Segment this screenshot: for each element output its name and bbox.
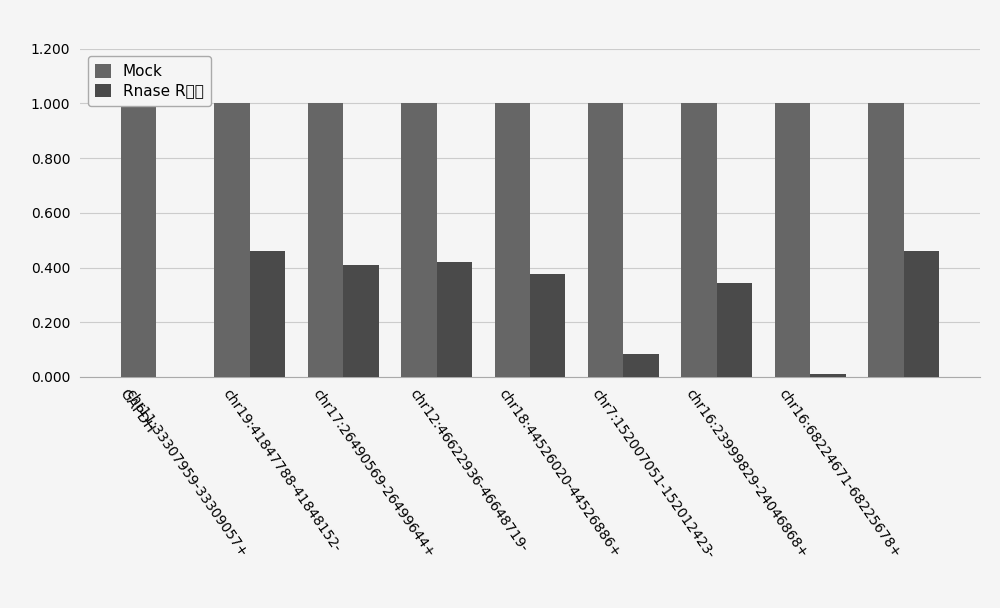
Bar bbox=[214, 103, 250, 377]
Bar bbox=[121, 103, 156, 377]
Bar bbox=[437, 262, 472, 377]
Bar bbox=[810, 374, 846, 377]
Bar bbox=[717, 283, 752, 377]
Bar bbox=[775, 103, 810, 377]
Bar bbox=[681, 103, 717, 377]
Bar bbox=[623, 354, 659, 377]
Bar bbox=[868, 103, 904, 377]
Bar bbox=[343, 265, 379, 377]
Bar bbox=[250, 251, 285, 377]
Bar bbox=[530, 274, 565, 377]
Bar bbox=[495, 103, 530, 377]
Bar bbox=[308, 103, 343, 377]
Bar bbox=[588, 103, 623, 377]
Legend: Mock, Rnase R处理: Mock, Rnase R处理 bbox=[88, 57, 211, 106]
Bar bbox=[401, 103, 437, 377]
Bar bbox=[904, 251, 939, 377]
